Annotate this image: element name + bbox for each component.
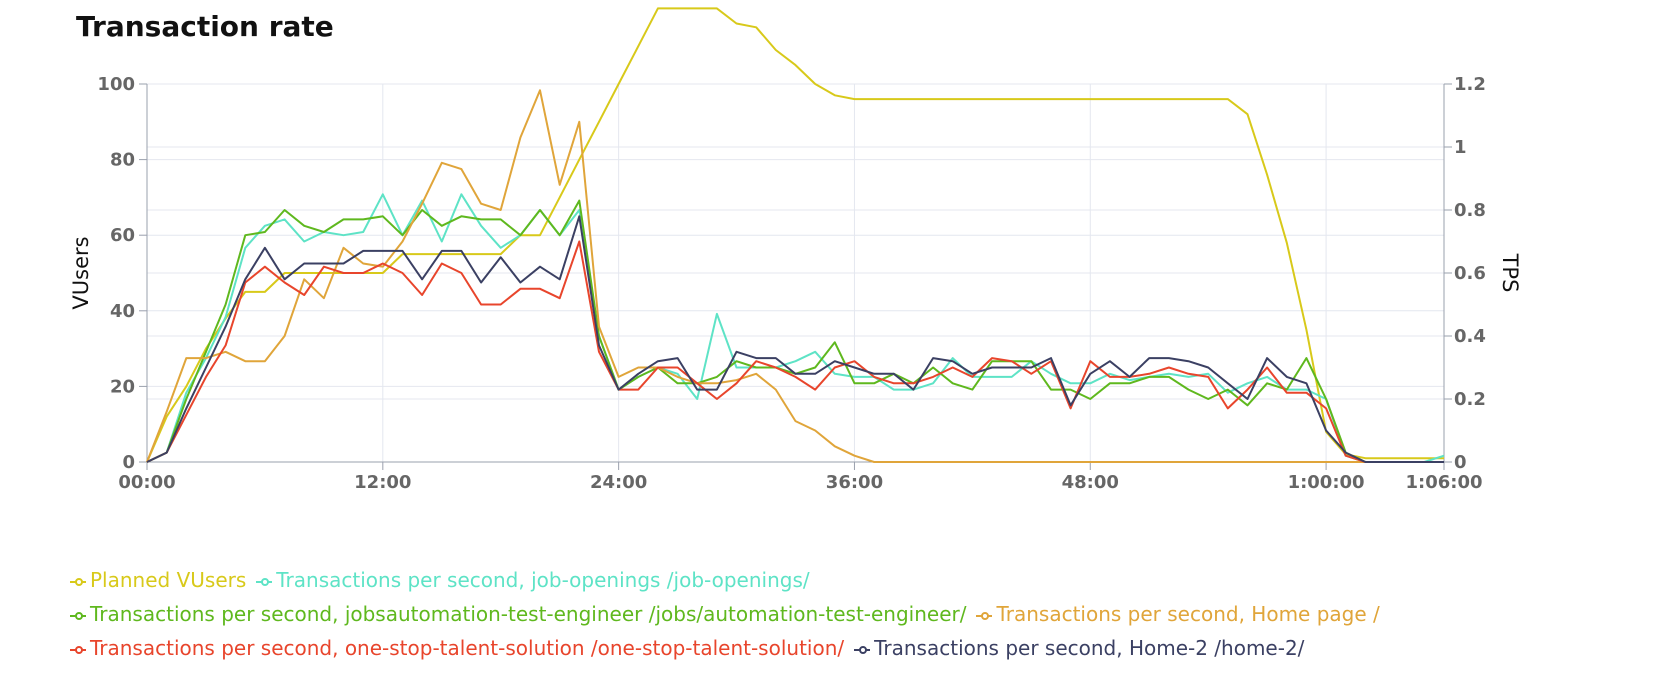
left-tick-label: 20: [110, 376, 135, 397]
x-tick-label: 36:00: [826, 472, 883, 493]
legend-label: Transactions per second, Home-2 /home-2/: [874, 636, 1305, 660]
right-tick-label: 0.4: [1454, 326, 1486, 347]
right-tick-label: 1: [1454, 137, 1467, 158]
legend-label: Transactions per second, Home page /: [996, 602, 1380, 626]
legend-item[interactable]: Transactions per second, Home-2 /home-2/: [854, 631, 1304, 665]
legend-label: Transactions per second, one-stop-talent…: [90, 636, 845, 660]
series-line-4: [146, 240, 1444, 463]
right-tick-label: 0: [1454, 452, 1467, 473]
right-tick-label: 1.2: [1454, 74, 1486, 95]
y-axis-title-right: TPS: [1498, 253, 1522, 293]
series-line-0: [146, 7, 1444, 463]
chart-legend: Planned VUsers Transactions per second, j…: [70, 563, 1390, 665]
legend-item[interactable]: Transactions per second, one-stop-talent…: [70, 631, 844, 665]
legend-item[interactable]: Transactions per second, Home page /: [976, 597, 1380, 631]
left-tick-label: 80: [110, 150, 135, 171]
right-tick-label: 0.8: [1454, 200, 1486, 221]
right-tick-label: 0.2: [1454, 389, 1486, 410]
x-tick-label: 48:00: [1062, 472, 1119, 493]
legend-marker-icon: [70, 576, 86, 588]
series-line-3: [146, 89, 1444, 463]
legend-label: Transactions per second, job-openings /j…: [276, 568, 810, 592]
x-tick-label: 12:00: [354, 472, 411, 493]
legend-item[interactable]: Transactions per second, job-openings /j…: [256, 563, 810, 597]
legend-item[interactable]: Transactions per second, jobsautomation-…: [70, 597, 966, 631]
left-tick-label: 100: [97, 74, 135, 95]
y-axis-title-left: VUsers: [69, 236, 93, 309]
left-tick-label: 60: [110, 225, 135, 246]
legend-row: Planned VUsers Transactions per second, j…: [70, 563, 1390, 597]
legend-row: Transactions per second, one-stop-talent…: [70, 631, 1390, 665]
right-tick-label: 0.6: [1454, 263, 1486, 284]
left-tick-label: 0: [122, 452, 135, 473]
left-tick-label: 40: [110, 301, 135, 322]
legend-marker-icon: [854, 644, 871, 656]
legend-label: Transactions per second, jobsautomation-…: [90, 602, 967, 626]
x-tick-label: 1:00:00: [1288, 472, 1365, 493]
legend-marker-icon: [70, 644, 86, 656]
transaction-rate-chart: 0 20 40 60 80 100 0 0.2 0.4 0.6 0.8 1 1.2 00:00 12:00 2…: [69, 7, 1522, 493]
series-line-2: [146, 199, 1444, 463]
legend-marker-icon: [976, 610, 993, 622]
x-tick-label: 24:00: [590, 472, 647, 493]
x-tick-label: 1:06:00: [1405, 472, 1482, 493]
legend-label: Planned VUsers: [90, 568, 247, 592]
legend-marker-icon: [70, 610, 86, 622]
series-line-5: [146, 215, 1444, 463]
legend-marker-icon: [256, 576, 273, 588]
chart-title: Transaction rate: [76, 10, 334, 43]
x-tick-label: 00:00: [118, 472, 175, 493]
legend-row: Transactions per second, jobsautomation-…: [70, 597, 1390, 631]
legend-item[interactable]: Planned VUsers: [70, 563, 246, 597]
